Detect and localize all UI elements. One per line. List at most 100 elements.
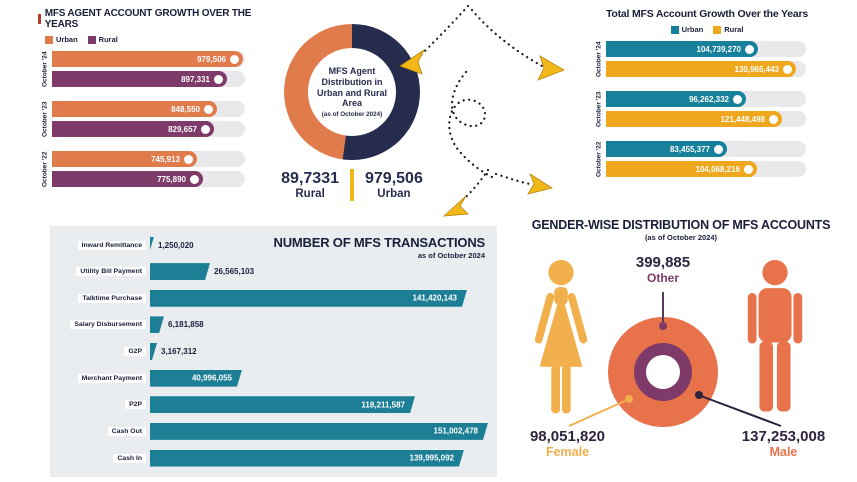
bar-value: 1,250,020 bbox=[158, 240, 194, 250]
bar-value: 104,739,270 bbox=[696, 44, 742, 54]
category-label: Talktime Purchase bbox=[78, 293, 146, 303]
urban-bar: 979,506 bbox=[52, 51, 243, 67]
category-label: P2P bbox=[125, 400, 146, 410]
bar-value: 130,965,443 bbox=[734, 64, 780, 74]
bar-track: 897,331 bbox=[52, 71, 245, 87]
legend-item-urban: Urban bbox=[670, 25, 703, 34]
transaction-bar: 141,420,143 bbox=[150, 290, 467, 307]
other-stat: 399,885 Other bbox=[613, 254, 713, 285]
legend-swatch-urban bbox=[670, 25, 679, 34]
bar-value: 121,448,498 bbox=[720, 114, 766, 124]
transaction-row: P2P 118,211,587 bbox=[58, 393, 489, 417]
bar-value: 26,565,103 bbox=[214, 267, 255, 277]
rural-total-label: Rural bbox=[295, 188, 325, 200]
agent-donut-footer: 89,7331 Rural 979,506 Urban bbox=[270, 169, 434, 201]
rural-bar: 897,331 bbox=[52, 71, 227, 87]
bar-track: 745,913 bbox=[52, 151, 245, 167]
bar-value: 848,550 bbox=[171, 104, 200, 114]
rural-bar: 121,448,498 bbox=[606, 111, 782, 127]
bar-tip-circle bbox=[733, 94, 742, 104]
legend-item-urban: Urban bbox=[45, 35, 78, 44]
category-label: Salary Disbursement bbox=[70, 320, 146, 330]
bar-tip-circle bbox=[204, 104, 213, 114]
bar-value: 40,996,055 bbox=[191, 373, 232, 383]
year-group: October '24 104,739,270 130,965,443 bbox=[592, 41, 822, 77]
bar-value: 979,506 bbox=[197, 54, 226, 64]
legend-swatch-rural bbox=[713, 25, 722, 34]
transaction-row: Inward Remittance 1,250,020 bbox=[58, 233, 489, 257]
agent-chart-title-row: MFS AGENT ACCOUNT GROWTH OVER THE YEARS bbox=[38, 8, 262, 30]
bar-value: 829,657 bbox=[168, 124, 197, 134]
bar-track: 979,506 bbox=[52, 51, 245, 67]
bar-value: 118,211,587 bbox=[361, 400, 405, 410]
year-group: October '22 83,455,377 104,068,216 bbox=[592, 141, 822, 177]
rural-bar: 829,657 bbox=[52, 121, 214, 137]
urban-bar: 104,739,270 bbox=[606, 41, 758, 57]
transaction-row: Cash Out 151,002,478 bbox=[58, 419, 489, 443]
donut-title: MFS Agent Distribution in Urban and Rura… bbox=[316, 66, 387, 109]
category-label: Merchant Payment bbox=[77, 373, 146, 383]
legend: Urban Rural bbox=[592, 25, 822, 34]
chart-title: Total MFS Account Growth Over the Years bbox=[605, 8, 809, 20]
chart-subtitle: (as of October 2024) bbox=[644, 233, 718, 242]
category-label: Cash In bbox=[113, 453, 146, 463]
arrowhead-to-transactions bbox=[442, 195, 469, 217]
transaction-bar bbox=[150, 237, 154, 254]
gender-donut bbox=[608, 317, 718, 427]
year-label: October '23 bbox=[41, 101, 49, 137]
bar-track: 829,657 bbox=[52, 121, 245, 137]
urban-total-label: Urban bbox=[377, 188, 411, 200]
bar-tip-circle bbox=[201, 124, 210, 134]
bar-value: 104,068,216 bbox=[695, 164, 741, 174]
donut-subtitle: (as of October 2024) bbox=[321, 110, 383, 118]
male-icon bbox=[747, 259, 803, 412]
transaction-bar: 40,996,055 bbox=[150, 370, 242, 387]
bar-track: 96,262,332 bbox=[606, 91, 806, 107]
category-label: Inward Remittance bbox=[77, 240, 146, 250]
bar-value: 775,890 bbox=[157, 174, 186, 184]
year-label: October '24 bbox=[41, 51, 49, 87]
urban-bar: 848,550 bbox=[52, 101, 217, 117]
bar-value: 6,181,858 bbox=[168, 320, 204, 330]
female-icon bbox=[534, 259, 588, 414]
arrowhead-to-gender bbox=[527, 172, 554, 195]
bar-track: 848,550 bbox=[52, 101, 245, 117]
chart-title-row: Total MFS Account Growth Over the Years bbox=[592, 8, 822, 20]
footer-divider bbox=[350, 169, 354, 201]
bar-value: 3,167,312 bbox=[161, 347, 197, 356]
other-label: Other bbox=[646, 271, 679, 285]
year-label: October '23 bbox=[595, 91, 603, 127]
rural-bar: 104,068,216 bbox=[606, 161, 757, 177]
year-group: October '23 96,262,332 121,448,498 bbox=[592, 91, 822, 127]
bar-value: 141,420,143 bbox=[412, 293, 457, 303]
male-stat: 137,253,008 Male bbox=[721, 428, 846, 459]
female-stat: 98,051,820 Female bbox=[505, 428, 630, 459]
rural-bar: 130,965,443 bbox=[606, 61, 796, 77]
bar-tip-circle bbox=[714, 144, 723, 154]
year-label: October '22 bbox=[595, 141, 603, 177]
transactions-rows: Inward Remittance 1,250,020 Utility Bill… bbox=[58, 233, 489, 470]
bar-tip-circle bbox=[184, 154, 193, 164]
female-label: Female bbox=[545, 445, 590, 459]
transaction-bar bbox=[150, 343, 157, 360]
bar-tip-circle bbox=[769, 114, 778, 124]
rural-bar: 775,890 bbox=[52, 171, 203, 187]
bar-track: 104,739,270 bbox=[606, 41, 806, 57]
category-label: Cash Out bbox=[107, 426, 146, 436]
transaction-row: Salary Disbursement 6,181,858 bbox=[58, 313, 489, 337]
bar-track: 775,890 bbox=[52, 171, 245, 187]
transaction-row: G2P 3,167,312 bbox=[58, 340, 489, 364]
legend-label: Urban bbox=[56, 35, 78, 44]
agent-donut-center: MFS Agent Distribution in Urban and Rura… bbox=[308, 48, 396, 136]
transaction-bar: 139,995,092 bbox=[150, 450, 464, 467]
account-growth-chart: Total MFS Account Growth Over the Years … bbox=[592, 8, 822, 191]
bar-tip-circle bbox=[214, 74, 223, 84]
chart-subtitle: as of October 2024 bbox=[417, 251, 485, 260]
urban-bar: 83,455,377 bbox=[606, 141, 727, 157]
transactions-title-block: NUMBER OF MFS TRANSACTIONS as of October… bbox=[274, 235, 486, 260]
title-accent-tick bbox=[38, 14, 41, 24]
bar-tip-circle bbox=[783, 64, 792, 74]
bar-value: 745,913 bbox=[151, 154, 180, 164]
urban-total-value: 979,506 bbox=[365, 170, 423, 187]
transaction-row: Merchant Payment 40,996,055 bbox=[58, 366, 489, 390]
